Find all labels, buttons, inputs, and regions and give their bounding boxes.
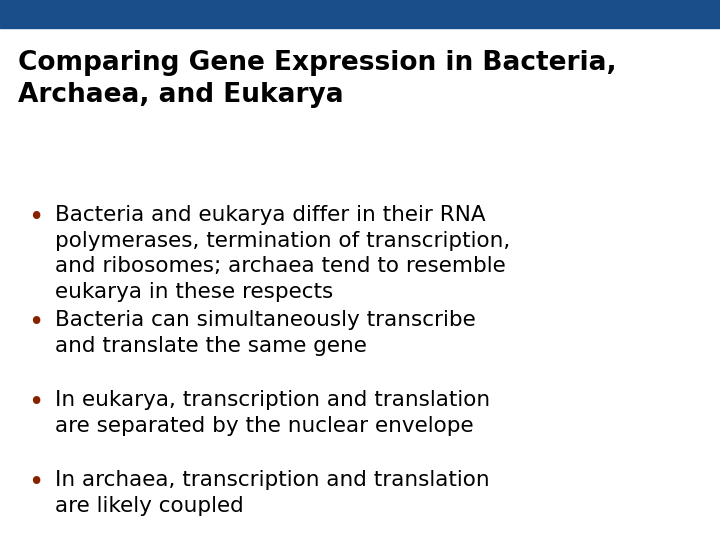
Text: •: • (28, 470, 43, 496)
Bar (0, 0, 720, 28)
Text: •: • (28, 310, 43, 336)
Text: In eukarya, transcription and translation
are separated by the nuclear envelope: In eukarya, transcription and translatio… (55, 390, 490, 436)
Text: In archaea, transcription and translation
are likely coupled: In archaea, transcription and translatio… (55, 470, 490, 516)
Text: •: • (28, 390, 43, 416)
Text: •: • (28, 205, 43, 231)
Text: Comparing Gene Expression in Bacteria,
Archaea, and Eukarya: Comparing Gene Expression in Bacteria, A… (18, 50, 616, 108)
Text: Bacteria and eukarya differ in their RNA
polymerases, termination of transcripti: Bacteria and eukarya differ in their RNA… (55, 205, 510, 302)
Text: Bacteria can simultaneously transcribe
and translate the same gene: Bacteria can simultaneously transcribe a… (55, 310, 476, 356)
